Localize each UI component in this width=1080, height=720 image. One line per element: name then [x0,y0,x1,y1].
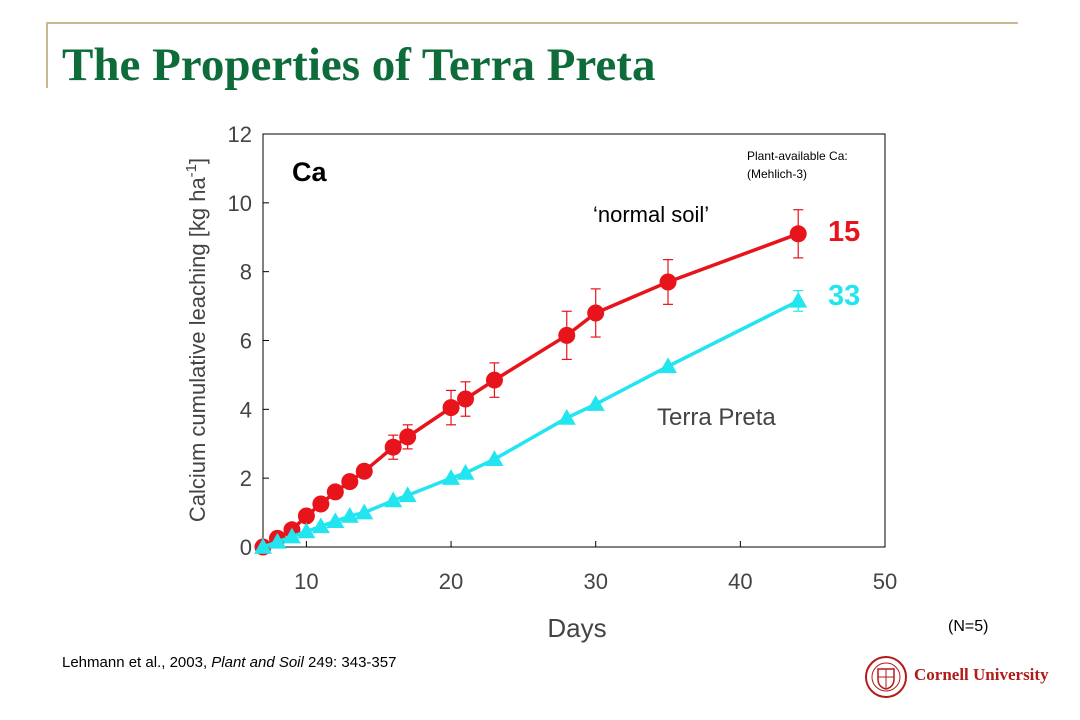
cornell-logo: Cornell University [862,655,1049,699]
x-tick-label: 10 [294,569,318,594]
sample-size-note: (N=5) [948,618,989,635]
x-tick-label: 50 [873,569,897,594]
terra-preta-value-label: 33 [828,280,860,312]
data-point [355,462,373,480]
data-point [312,495,330,513]
y-tick-label: 0 [240,535,252,560]
data-point [384,438,402,456]
y-tick-label: 2 [240,466,252,491]
data-point [456,464,475,480]
title-top-rule [46,22,1018,24]
terra-preta-label: Terra Preta [657,404,776,431]
data-point [442,399,460,417]
data-point [340,507,359,523]
data-point [268,532,287,549]
cornell-wordmark: Cornell University [914,665,1049,684]
data-point [659,357,678,374]
x-axis-label: Days [547,613,606,643]
data-point [789,225,807,243]
cornell-seal-icon [865,656,907,698]
citation-volume: 249: 343-357 [303,654,397,671]
citation-journal: Plant and Soil [211,654,304,671]
data-point [586,395,605,411]
citation: Lehmann et al., 2003, Plant and Soil 249… [62,654,396,671]
slide-title: The Properties of Terra Preta [62,39,656,91]
normal-soil-label: ‘normal soil’ [593,202,709,227]
data-point [384,491,403,508]
data-point [485,450,504,466]
normal-soil-value-label: 15 [828,216,860,248]
data-point [254,538,272,554]
data-point [558,326,576,344]
data-point [297,507,315,525]
data-point [341,473,359,491]
data-point [457,390,475,408]
x-tick-label: 30 [583,569,607,594]
data-point [398,486,417,503]
y-tick-label: 8 [240,260,252,285]
data-point [297,522,316,539]
data-point [557,408,576,425]
data-point [399,428,417,446]
y-axis-label: Calcium cumulative leaching [kg ha-1] [183,158,210,522]
data-point [587,304,605,322]
y-tick-label: 4 [240,397,252,422]
data-point [355,503,374,520]
data-point [311,517,330,534]
y-tick-label: 6 [240,329,252,354]
data-point [326,483,344,501]
data-point [485,371,503,389]
citation-authors: Lehmann et al., 2003, [62,654,212,671]
data-point [442,469,461,485]
x-tick-label: 40 [728,569,752,594]
y-tick-label: 12 [228,122,252,147]
series-line [262,232,799,549]
x-tick-label: 20 [439,569,463,594]
title-left-rule [46,22,48,88]
y-tick-label: 10 [228,191,252,216]
mehlich-label: (Mehlich-3) [747,167,807,181]
data-point [789,291,808,308]
data-point [282,527,301,544]
data-point [326,512,345,528]
panel-label-ca: Ca [292,157,327,187]
data-point [659,273,677,291]
plant-available-label: Plant-available Ca: [747,149,848,163]
